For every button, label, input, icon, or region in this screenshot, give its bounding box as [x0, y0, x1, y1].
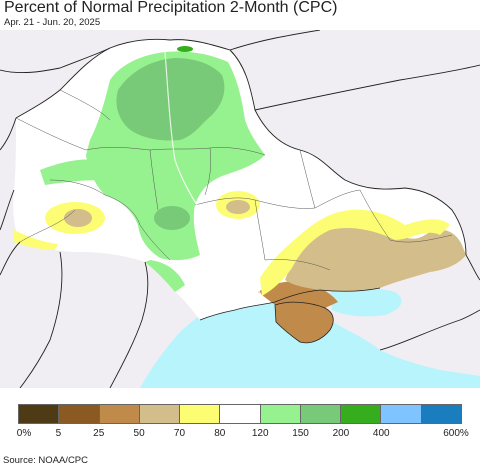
- legend-tick-label: 120: [251, 428, 269, 439]
- map-title: Percent of Normal Precipitation 2-Month …: [4, 0, 338, 16]
- legend-tick-label: 80: [214, 428, 226, 439]
- legend-swatch: [98, 405, 139, 423]
- legend-swatch: [299, 405, 341, 423]
- north-surplus-medium: [116, 58, 225, 141]
- map-subtitle: Apr. 21 - Jun. 20, 2025: [4, 17, 101, 28]
- east-deficit-tan: [285, 223, 466, 292]
- legend-swatch: [19, 405, 59, 423]
- southwest-deficit-strip: [14, 230, 58, 250]
- legend-swatch: [138, 405, 180, 423]
- south-central-surplus: [145, 260, 185, 292]
- dnieper-river: [164, 51, 263, 297]
- legend-tick-label: 25: [93, 428, 105, 439]
- legend-swatch: [179, 405, 220, 423]
- legend-tick-label: 150: [292, 428, 309, 439]
- legend-tick-label: 200: [332, 428, 350, 439]
- source-credit: Source: NOAA/CPC: [3, 455, 88, 466]
- east-deficit-yellow: [260, 209, 450, 296]
- legend-tick-label: 5: [55, 428, 62, 439]
- legend-labels: 0% 5 25 50 70 80 120 150 200 400 600%: [0, 428, 480, 442]
- north-surplus-peak: [177, 46, 193, 52]
- west-deficit-core: [64, 209, 92, 227]
- sea-of-azov: [330, 286, 402, 317]
- legend-tick-label: 400: [372, 428, 390, 439]
- national-borders: [0, 30, 480, 388]
- legend-swatch: [58, 405, 99, 423]
- precipitation-map: [0, 30, 480, 388]
- legend-swatch: [420, 405, 461, 423]
- central-surplus-medium: [154, 206, 190, 230]
- legend-tick-label: 70: [173, 428, 186, 439]
- crimea-region: [275, 302, 334, 343]
- legend-tick-label: 0%: [16, 428, 32, 439]
- central-deficit-core: [226, 200, 250, 214]
- legend-swatch: [259, 405, 300, 423]
- oblast-borders: [15, 89, 453, 271]
- west-surplus-light: [40, 159, 100, 185]
- coastline: [199, 287, 381, 321]
- legend-tick-label: 50: [133, 428, 145, 439]
- legend-tick-label: 600%: [443, 428, 469, 439]
- legend-swatch: [340, 405, 381, 423]
- crimea-coast: [274, 301, 334, 344]
- legend-colorbar: [18, 404, 462, 424]
- legend-swatch: [219, 405, 260, 423]
- legend-swatch: [380, 405, 421, 423]
